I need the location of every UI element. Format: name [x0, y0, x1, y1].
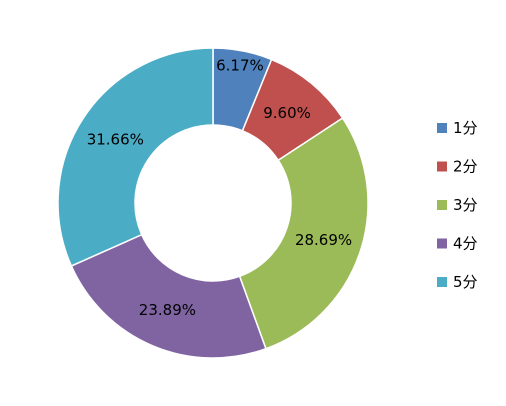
- slice-5: [57, 47, 214, 267]
- slice-label-4: 23.89%: [139, 301, 196, 319]
- legend: 1分 2分 3分 4分 5分: [437, 119, 478, 291]
- slice-label-3: 28.69%: [295, 231, 352, 249]
- legend-item-4: 4分: [437, 235, 478, 253]
- slices-group: [57, 47, 369, 359]
- legend-swatch-2: [437, 161, 447, 172]
- legend-swatch-3: [437, 200, 447, 210]
- legend-item-1: 1分: [437, 119, 478, 137]
- legend-item-2: 2分: [437, 158, 478, 176]
- legend-item-5: 5分: [437, 273, 478, 291]
- slice-label-5: 31.66%: [87, 131, 144, 149]
- legend-label-1: 1分: [453, 119, 478, 137]
- legend-swatch-5: [437, 277, 447, 287]
- legend-swatch-4: [437, 238, 447, 249]
- legend-label-4: 4分: [453, 235, 478, 253]
- slice-label-2: 9.60%: [263, 104, 311, 122]
- slice-4: [70, 233, 267, 359]
- legend-label-5: 5分: [453, 273, 478, 291]
- slice-labels-group: 6.17% 9.60% 28.69% 23.89% 31.66%: [87, 57, 352, 320]
- legend-swatch-1: [437, 123, 447, 133]
- legend-label-3: 3分: [453, 196, 478, 214]
- slice-3: [238, 117, 369, 350]
- slice-label-1: 6.17%: [216, 57, 264, 75]
- legend-item-3: 3分: [437, 196, 478, 214]
- legend-label-2: 2分: [453, 158, 478, 176]
